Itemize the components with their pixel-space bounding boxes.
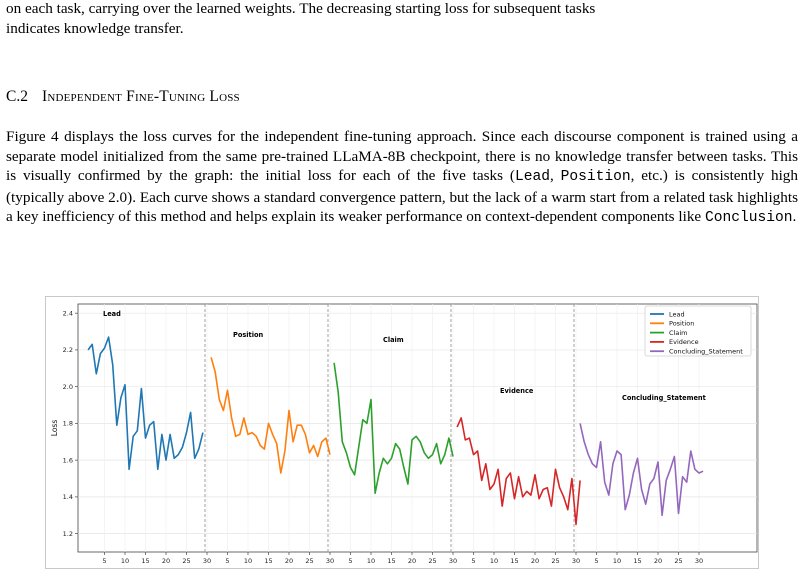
- segment-label-claim: Claim: [383, 336, 404, 344]
- x-tick-label: 30: [326, 557, 334, 565]
- y-tick-label: 2.0: [63, 383, 73, 391]
- x-tick-label: 10: [244, 557, 252, 565]
- section-heading: C.2 Independent Fine-Tuning Loss: [6, 88, 240, 106]
- x-tick-label: 20: [531, 557, 539, 565]
- x-tick-label: 30: [572, 557, 580, 565]
- legend-entry: Lead: [669, 310, 685, 318]
- x-tick-label: 15: [141, 557, 149, 565]
- x-tick-label: 10: [121, 557, 129, 565]
- main-paragraph-text-3: , etc.) is consistently high (typically …: [6, 167, 798, 226]
- y-tick-label: 2.4: [63, 309, 73, 317]
- code-position: Position: [560, 169, 631, 186]
- x-tick-label: 15: [633, 557, 641, 565]
- x-tick-label: 30: [203, 557, 211, 565]
- x-tick-label: 5: [594, 557, 598, 565]
- y-axis-label: Loss: [50, 420, 59, 437]
- series-line-claim: [333, 362, 454, 494]
- x-tick-label: 5: [225, 557, 229, 565]
- tick-layer: 1.2 1.4 1.6 1.8 2.0 2.2 2.4 5 10 15 20 25 30 5 10 15 20 2…: [63, 309, 703, 565]
- top-paragraph-line-2: indicates knowledge transfer.: [6, 19, 184, 37]
- series-line-concluding_statement: [579, 423, 704, 517]
- series-layer: [87, 336, 704, 526]
- y-tick-label: 1.8: [63, 420, 73, 428]
- segment-label-layer: LeadPositionClaimEvidenceConcluding_Stat…: [103, 310, 706, 402]
- x-tick-label: 20: [285, 557, 293, 565]
- y-tick-label: 1.2: [63, 530, 73, 538]
- x-tick-label: 15: [387, 557, 395, 565]
- x-tick-label: 25: [674, 557, 682, 565]
- x-tick-label: 20: [408, 557, 416, 565]
- x-tick-label: 10: [490, 557, 498, 565]
- section-number: C.2: [6, 88, 28, 105]
- x-tick-label: 15: [264, 557, 272, 565]
- legend-entry: Evidence: [669, 338, 699, 346]
- legend-entry: Concluding_Statement: [669, 348, 743, 356]
- top-paragraph-line-1: on each task, carrying over the learned …: [6, 0, 596, 17]
- y-tick-label: 1.6: [63, 456, 73, 464]
- section-title: Independent Fine-Tuning Loss: [41, 88, 240, 105]
- x-tick-label: 25: [305, 557, 313, 565]
- legend-entry: Claim: [669, 329, 687, 337]
- y-tick-label: 1.4: [63, 493, 73, 501]
- x-tick-label: 10: [613, 557, 621, 565]
- main-paragraph: Figure 4 displays the loss curves for th…: [6, 127, 798, 229]
- x-tick-label: 25: [428, 557, 436, 565]
- segment-label-evidence: Evidence: [500, 387, 534, 395]
- legend-box: [644, 305, 752, 357]
- x-tick-label: 30: [449, 557, 457, 565]
- x-tick-label: 25: [182, 557, 190, 565]
- code-lead: Lead: [514, 169, 550, 186]
- x-tick-label: 25: [551, 557, 559, 565]
- main-paragraph-text-2: ,: [549, 167, 561, 185]
- x-tick-label: 10: [367, 557, 375, 565]
- x-tick-label: 20: [654, 557, 662, 565]
- x-tick-label: 5: [471, 557, 475, 565]
- x-tick-label: 30: [695, 557, 703, 565]
- segment-label-lead: Lead: [103, 310, 121, 318]
- loss-figure: Lead Position Claim Evidence Concluding_Stat…: [45, 296, 759, 569]
- series-line-evidence: [456, 417, 581, 526]
- code-conclusion: Conclusion: [704, 210, 793, 227]
- main-paragraph-text-4: .: [792, 208, 797, 226]
- x-tick-label: 15: [510, 557, 518, 565]
- series-line-position: [210, 357, 331, 474]
- segment-label-position: Position: [233, 331, 263, 339]
- loss-chart: LeadPositionClaimEvidenceConcluding_Stat…: [45, 296, 759, 569]
- series-line-lead: [87, 336, 204, 471]
- plot-frame: [77, 303, 758, 553]
- main-paragraph-text-1: Figure 4 displays the loss curves for th…: [6, 128, 798, 185]
- x-tick-label: 5: [102, 557, 106, 565]
- top-paragraph: on each task, carrying over the learned …: [6, 0, 798, 38]
- x-tick-label: 5: [348, 557, 352, 565]
- segment-label-concluding_statement: Concluding_Statement: [622, 394, 706, 402]
- y-tick-label: 2.2: [63, 346, 73, 354]
- x-tick-label: 20: [162, 557, 170, 565]
- legend-entry: Position: [669, 320, 694, 328]
